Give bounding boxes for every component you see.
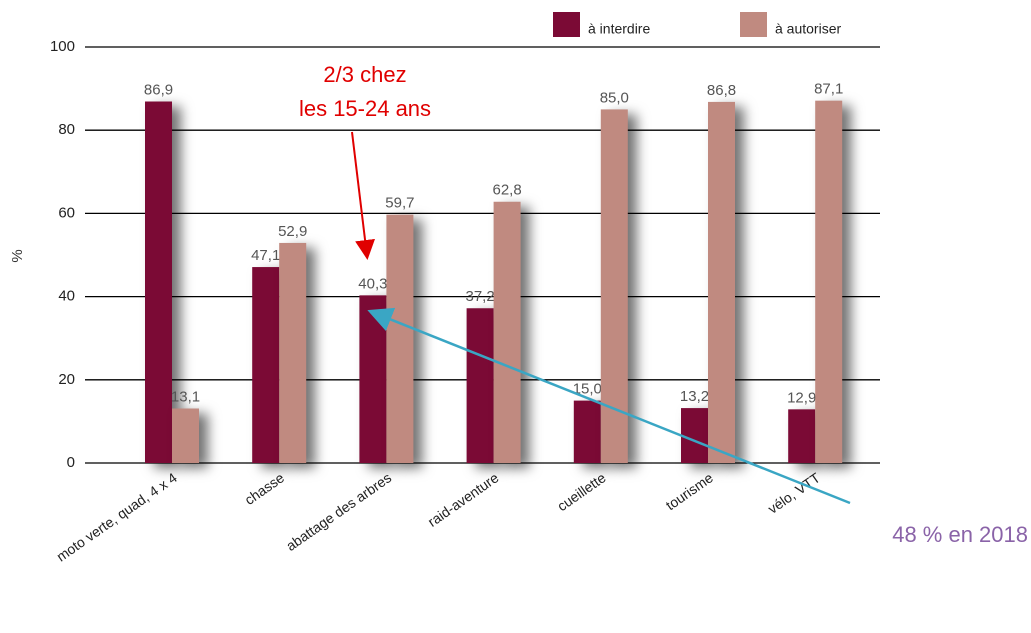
x-tick-label: chasse [242, 469, 288, 508]
annotation: 48 % en 2018 [892, 522, 1028, 547]
value-label: 85,0 [600, 89, 629, 106]
legend-label: à interdire [588, 21, 650, 37]
value-label: 40,3 [358, 275, 387, 292]
legend-swatch [553, 12, 580, 37]
bar [708, 101, 735, 464]
value-label: 15,0 [573, 381, 602, 398]
bar [573, 400, 601, 463]
bar [788, 409, 816, 463]
bar [386, 214, 414, 463]
value-label: 13,1 [171, 388, 200, 405]
legend-swatch [740, 12, 767, 37]
x-tick-label: moto verte, quad, 4 x 4 [53, 469, 180, 564]
x-tick-label: tourisme [663, 469, 716, 513]
value-label: 37,2 [465, 288, 494, 305]
bar [172, 408, 199, 463]
value-label: 59,7 [385, 195, 414, 212]
y-tick-label: 20 [58, 371, 75, 388]
legend-label: à autoriser [775, 21, 841, 37]
bar [279, 242, 307, 463]
annotation-arrow [351, 131, 376, 260]
y-tick-label: 100 [50, 38, 75, 55]
bar [681, 408, 708, 463]
value-label: 13,2 [680, 388, 709, 405]
value-label: 87,1 [814, 81, 843, 98]
value-label: 86,8 [707, 82, 736, 99]
value-label: 86,9 [144, 81, 173, 98]
x-tick-label: raid-aventure [425, 469, 502, 530]
bar [493, 201, 521, 463]
bar [145, 101, 172, 463]
x-tick-label: abattage des arbres [283, 469, 394, 554]
y-tick-label: 80 [58, 121, 75, 138]
value-label: 12,9 [787, 389, 816, 406]
value-label: 62,8 [492, 182, 521, 199]
bar [815, 100, 843, 463]
y-tick-label: 0 [67, 454, 75, 471]
value-label: 47,1 [251, 247, 280, 264]
bar [359, 295, 387, 463]
annotation-arrow [367, 307, 851, 505]
y-axis-label: % [9, 249, 26, 262]
value-label: 52,9 [278, 223, 307, 240]
bar [466, 308, 494, 463]
annotation: 2/3 chez [323, 62, 406, 87]
x-tick-label: vélo, VTT [765, 469, 824, 517]
y-tick-label: 40 [58, 288, 75, 305]
x-tick-label: cueillette [554, 469, 609, 514]
annotation: les 15-24 ans [299, 96, 431, 121]
bar [252, 267, 280, 463]
y-tick-label: 60 [58, 204, 75, 221]
